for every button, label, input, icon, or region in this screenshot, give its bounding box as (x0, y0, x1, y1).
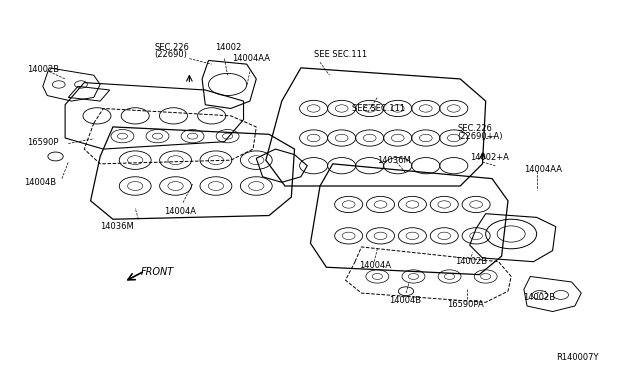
Text: 14004AA: 14004AA (524, 165, 562, 174)
Text: SEC.226: SEC.226 (154, 43, 189, 52)
Text: 14004A: 14004A (164, 207, 196, 217)
Text: SEC.226: SEC.226 (457, 124, 492, 133)
Text: 14004B: 14004B (389, 296, 421, 305)
Text: 14002B: 14002B (455, 257, 487, 266)
Text: (22690+A): (22690+A) (457, 132, 502, 141)
Text: 16590PA: 16590PA (447, 300, 484, 310)
Text: 14036M: 14036M (100, 222, 134, 231)
Text: 14002B: 14002B (523, 293, 555, 302)
Text: R140007Y: R140007Y (556, 353, 598, 362)
Text: 14004A: 14004A (360, 261, 392, 270)
Text: 14004AA: 14004AA (232, 54, 270, 63)
Text: 14002B: 14002B (27, 65, 59, 74)
Text: 14036M: 14036M (378, 155, 411, 165)
Text: SEE SEC.111: SEE SEC.111 (314, 51, 367, 60)
Text: FRONT: FRONT (140, 267, 173, 277)
Text: 16590P: 16590P (27, 138, 58, 147)
Text: 14004B: 14004B (24, 178, 56, 187)
Text: (22690): (22690) (154, 51, 187, 60)
Text: 14002: 14002 (215, 43, 241, 52)
Text: SEE SEC.111: SEE SEC.111 (352, 104, 405, 113)
Text: 14002+A: 14002+A (470, 153, 509, 162)
